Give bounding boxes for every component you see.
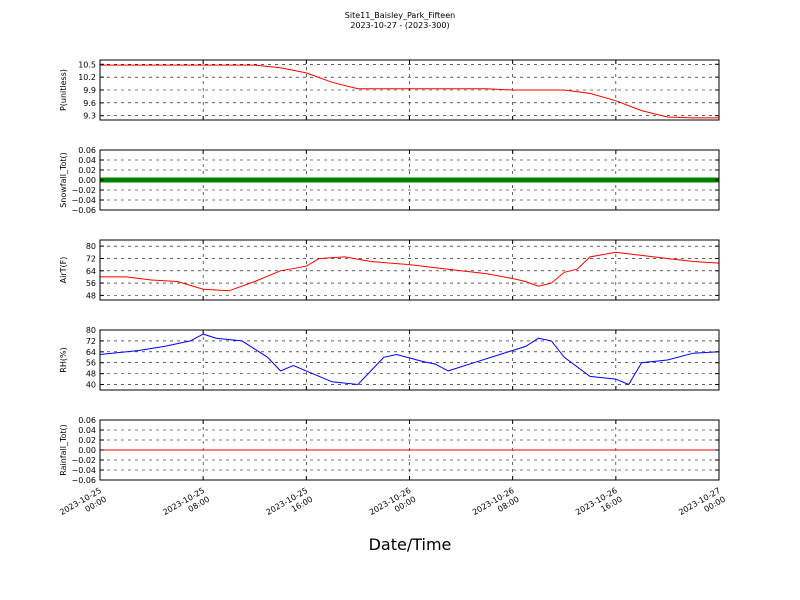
y-tick-label: 0.06: [78, 146, 96, 155]
y-tick-label: 0.06: [78, 416, 96, 425]
figure-title: Site11_Baisley_Park_Fifteen: [344, 11, 456, 20]
x-tick-label: 2023-10-2700:00: [677, 486, 727, 526]
series-line-3: [100, 251, 720, 292]
y-tick-label: 40: [86, 381, 96, 390]
y-tick-label: −0.04: [71, 466, 96, 475]
y-tick-label: −0.06: [71, 476, 96, 485]
y-axis-label-1: P(unitless): [59, 69, 68, 111]
x-tick-label: 2023-10-2600:00: [368, 486, 418, 526]
x-tick-label: 2023-10-2516:00: [265, 486, 315, 526]
y-tick-label: 64: [86, 348, 96, 357]
x-tick-label: 2023-10-2616:00: [574, 486, 624, 526]
x-tick-label: 2023-10-2508:00: [161, 486, 211, 526]
y-tick-label: 0.04: [78, 156, 96, 165]
y-tick-label: 0.02: [78, 436, 96, 445]
y-axis-label-2: Snowfall_Tot(): [59, 152, 68, 208]
y-tick-label: 0.00: [78, 446, 96, 455]
y-axis-label-4: RH(%): [59, 347, 68, 372]
series-line-1: [100, 64, 719, 119]
y-tick-label: −0.02: [71, 456, 96, 465]
y-tick-label: 80: [86, 326, 96, 335]
y-tick-label: 0.00: [78, 176, 96, 185]
y-tick-label: 10.5: [78, 60, 96, 69]
y-tick-label: 80: [86, 242, 96, 251]
y-tick-label: 56: [86, 279, 96, 288]
y-tick-label: 72: [86, 254, 96, 263]
series-line-4: [99, 333, 720, 386]
y-tick-label: 9.9: [83, 86, 96, 95]
y-tick-label: −0.04: [71, 196, 96, 205]
y-tick-label: −0.06: [71, 206, 96, 215]
x-tick-label: 2023-10-2500:00: [58, 486, 108, 526]
y-tick-label: 0.04: [78, 426, 96, 435]
figure-subtitle: 2023-10-27 - (2023-300): [350, 21, 450, 30]
x-tick-label: 2023-10-2608:00: [471, 486, 521, 526]
y-tick-label: 48: [86, 370, 96, 379]
y-tick-label: 72: [86, 337, 96, 346]
y-tick-label: 56: [86, 359, 96, 368]
y-tick-label: 10.2: [78, 73, 96, 82]
y-tick-label: 0.02: [78, 166, 96, 175]
y-axis-label-3: AirT(F): [59, 257, 68, 284]
y-tick-label: 9.6: [83, 99, 96, 108]
y-tick-label: 48: [86, 291, 96, 300]
x-axis-label: Date/Time: [369, 535, 452, 554]
y-tick-label: 9.3: [83, 112, 96, 121]
y-axis-label-5: Rainfall_Tot(): [59, 424, 68, 476]
y-tick-label: −0.02: [71, 186, 96, 195]
y-tick-label: 64: [86, 267, 96, 276]
